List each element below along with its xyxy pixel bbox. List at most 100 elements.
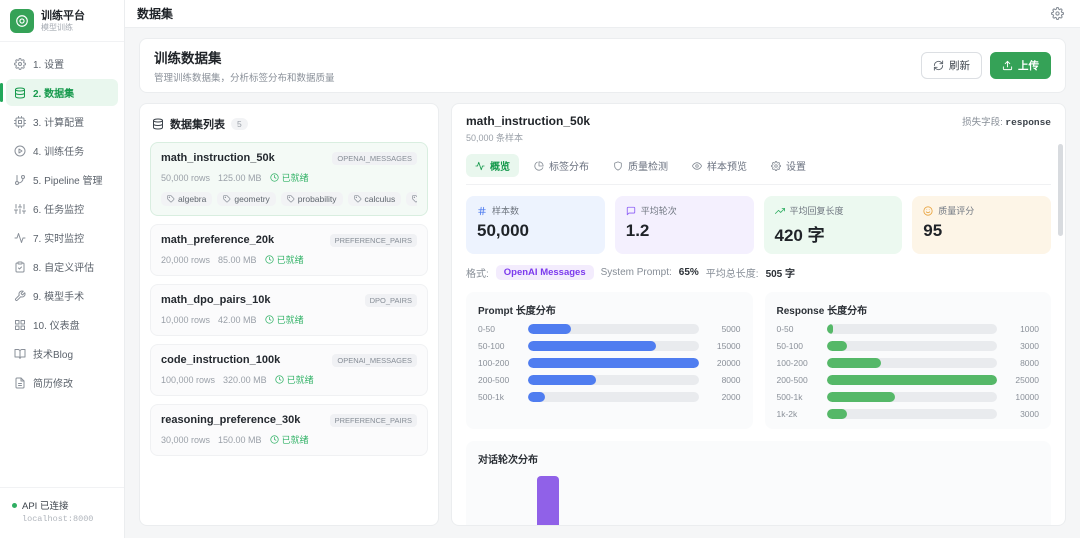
tab-label: 设置: [786, 162, 806, 173]
bar-category-label: 50-100: [776, 341, 803, 351]
turns-bar: [537, 476, 560, 525]
tab-设置[interactable]: 设置: [762, 154, 815, 177]
dataset-item-top: code_instruction_100k OPENAI_MESSAGES: [161, 354, 417, 367]
sidebar-item[interactable]: 10. 仪表盘: [6, 311, 118, 338]
app-logo: 训练平台 模型训练: [0, 0, 124, 41]
avg-length-value: 505 字: [765, 269, 796, 280]
bar-track: [528, 341, 699, 351]
dataset-tag[interactable]: number_theory: [406, 192, 417, 206]
bar-track: [528, 392, 699, 402]
stat-label: 平均回复长度: [789, 206, 844, 216]
sidebar-item[interactable]: 3. 计算配置: [6, 108, 118, 135]
dataset-list-item[interactable]: math_preference_20k PREFERENCE_PAIRS 20,00…: [150, 224, 428, 276]
dataset-list-item[interactable]: code_instruction_100k OPENAI_MESSAGES 100,…: [150, 344, 428, 396]
cpu-icon: [14, 115, 26, 128]
clipboard-check-icon: [14, 261, 26, 273]
upload-icon: [1002, 60, 1013, 71]
app-logo-icon: [10, 9, 34, 33]
dataset-list-item[interactable]: math_instruction_50k OPENAI_MESSAGES 50,00…: [150, 142, 428, 216]
chart-bar-row: 200-500 25000: [777, 375, 1039, 385]
stat-value: 1.2: [625, 221, 650, 240]
upload-button-label: 上传: [1018, 60, 1039, 72]
sidebar-item[interactable]: 技术Blog: [6, 340, 118, 367]
turns-distribution-chart: 对话轮次分布 1轮350002轮100003轮40004-5轮1000: [466, 441, 1051, 525]
sidebar-footer: API 已连接 localhost:8000: [0, 487, 124, 538]
refresh-button[interactable]: 刷新: [921, 52, 982, 79]
scrollbar-thumb[interactable]: [1058, 144, 1063, 236]
bar-category-label: 100-200: [776, 358, 808, 368]
tab-样本预览[interactable]: 样本预览: [683, 154, 756, 177]
dataset-type-badge: OPENAI_MESSAGES: [332, 152, 417, 165]
sidebar-item[interactable]: 简历修改: [6, 369, 118, 396]
sidebar-item[interactable]: 7. 实时监控: [6, 224, 118, 251]
bar-category-label: 100-200: [478, 358, 510, 368]
chart-bar-row: 100-200 20000: [478, 358, 741, 368]
tab-质量检测[interactable]: 质量检测: [604, 154, 677, 177]
dataset-tag[interactable]: calculus: [347, 192, 402, 206]
bar-category-label: 0-50: [478, 324, 496, 334]
grid-icon: [14, 319, 26, 331]
bar-category-label: 200-500: [478, 375, 510, 385]
chart-title: Prompt 长度分布: [478, 306, 556, 317]
tag-label: calculus: [364, 194, 396, 204]
bar-fill: [826, 392, 895, 402]
dataset-size: 85.00 MB: [218, 254, 257, 265]
bar-value-label: 20000: [716, 358, 741, 368]
bar-fill: [826, 409, 847, 419]
tag-label: geometry: [234, 194, 270, 204]
gear-icon: [771, 160, 781, 171]
sidebar-item[interactable]: 1. 设置: [6, 50, 118, 77]
dataset-status-label: 已就绪: [286, 375, 314, 385]
dataset-list-item[interactable]: math_dpo_pairs_10k DPO_PAIRS 10,000 rows 42…: [150, 284, 428, 336]
detail-dataset-name: math_instruction_50k: [466, 114, 591, 128]
tag-icon: [353, 195, 362, 203]
stat-label-row: 样本数: [477, 204, 594, 217]
dataset-status: 已就绪: [274, 373, 314, 386]
sidebar-item[interactable]: 8. 自定义评估: [6, 253, 118, 280]
sidebar-item[interactable]: 6. 任务监控: [6, 195, 118, 222]
dataset-rows: 100,000 rows: [161, 374, 216, 385]
dataset-rows: 10,000 rows: [161, 314, 211, 325]
turns-chart-title: 对话轮次分布: [478, 455, 538, 466]
tab-标签分布[interactable]: 标签分布: [525, 154, 598, 177]
bar-value-label: 15000: [716, 341, 741, 351]
sidebar-item[interactable]: 9. 模型手术: [6, 282, 118, 309]
dataset-tag[interactable]: geometry: [217, 192, 276, 206]
detail-tabs: 概览 标签分布 质量检测 样本预览 设置: [466, 154, 1051, 185]
tag-label: probability: [297, 194, 337, 204]
loss-field-value: response: [1005, 117, 1051, 128]
bar-fill: [528, 392, 546, 402]
stat-label: 质量评分: [938, 206, 975, 216]
page-subtitle: 管理训练数据集，分析标签分布和数据质量: [154, 73, 335, 84]
sidebar-item[interactable]: 2. 数据集: [0, 79, 118, 106]
chart-bar-row: 100-200 8000: [776, 358, 1039, 368]
hash-icon: [477, 206, 487, 216]
sidebar-item[interactable]: 4. 训练任务: [6, 137, 118, 164]
sidebar-item-label: 技术Blog: [33, 350, 74, 361]
dataset-type-badge: OPENAI_MESSAGES: [332, 354, 417, 367]
wrench-icon: [14, 290, 26, 302]
bar-fill: [528, 324, 571, 334]
bar-value-label: 8000: [1020, 358, 1039, 368]
settings-gear-icon[interactable]: [1051, 7, 1064, 20]
dataset-status: 已就绪: [264, 253, 304, 266]
clock-icon: [269, 435, 279, 444]
tab-概览[interactable]: 概览: [466, 154, 519, 177]
dataset-size: 125.00 MB: [218, 172, 262, 183]
sidebar-item-label: 6. 任务监控: [33, 205, 85, 216]
detail-sample-count: 50,000 条样本: [466, 133, 524, 143]
sidebar-item[interactable]: 5. Pipeline 管理: [6, 166, 118, 193]
bar-track: [826, 341, 997, 351]
dataset-tag[interactable]: algebra: [161, 192, 213, 206]
smile-icon: [923, 205, 933, 216]
dataset-tag[interactable]: probability: [280, 192, 343, 206]
sidebar-item-label: 4. 训练任务: [33, 147, 85, 158]
upload-button[interactable]: 上传: [990, 52, 1051, 79]
bar-value-label: 10000: [1015, 392, 1039, 402]
dataset-list-item[interactable]: reasoning_preference_30k PREFERENCE_PAIRS…: [150, 404, 428, 456]
bar-category-label: 50-100: [478, 341, 505, 351]
dataset-rows: 20,000 rows: [161, 254, 211, 265]
dataset-name: reasoning_preference_30k: [161, 414, 301, 426]
format-label: 格式:: [466, 269, 489, 280]
bar-category-label: 500-1k: [478, 392, 504, 402]
